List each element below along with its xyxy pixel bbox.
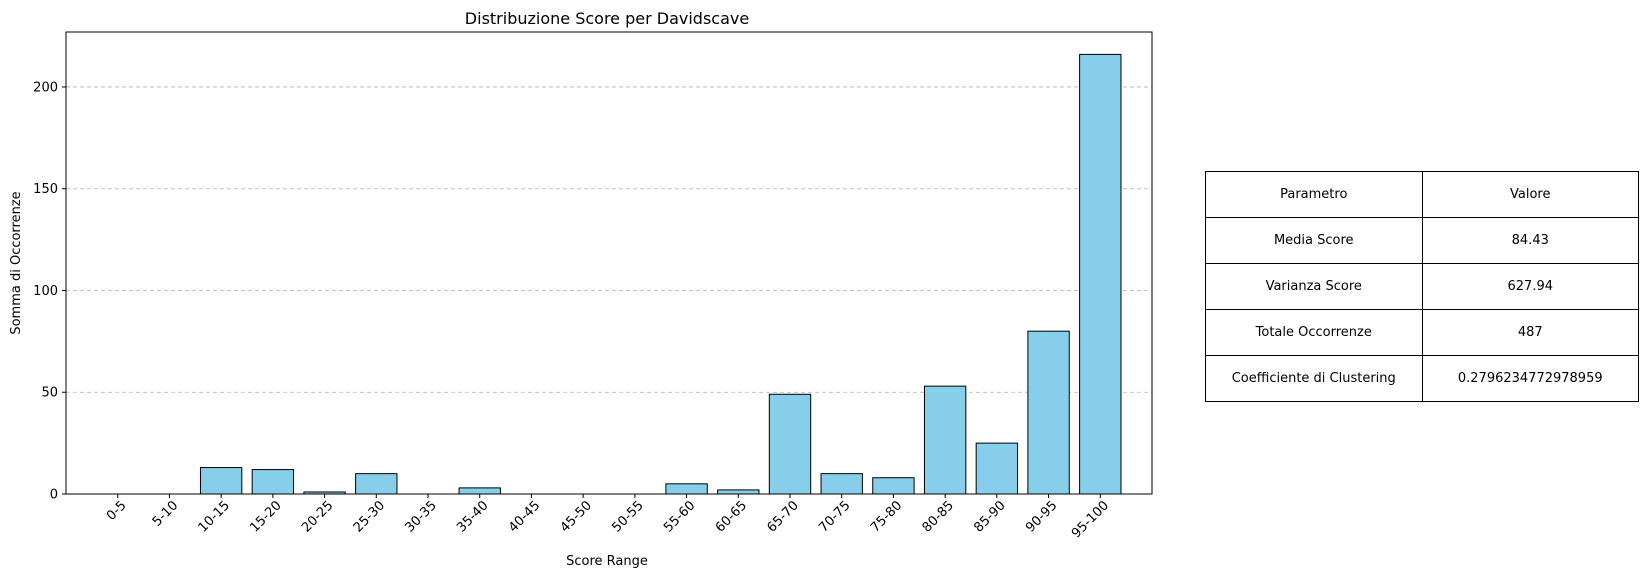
x-tick-label: 80-85 [920,498,957,535]
bar-90-95 [1027,330,1070,495]
y-axis-label: Somma di Occorrenze [9,191,24,334]
y-tick-label: 0 [50,488,58,503]
x-tick-label: 70-75 [816,498,853,535]
y-axis: 0 50 100 150 200 [33,80,66,503]
bar-chart: Distribuzione Score per Davidscave 0 50 10… [9,9,1153,569]
x-tick-label: 95-100 [1069,498,1112,541]
x-tick-label: 20-25 [299,498,336,535]
bar-95-100 [1079,53,1122,495]
table-row: Coefficiente di Clustering 0.279623477297… [1205,355,1639,402]
grid-lines [66,86,1152,393]
x-tick-label: 0-5 [104,498,130,524]
table-header-cell: Valore [1421,171,1639,218]
x-axis: 0-5 5-10 10-15 15-20 20-25 25-30 30-35 35-40 40-… [104,494,1112,541]
x-tick-label: 50-55 [609,498,646,535]
bar-series [199,53,1122,495]
parameter-cell: Media Score [1205,217,1423,264]
parameter-cell: Totale Occorrenze [1205,309,1423,356]
bar-35-40 [458,487,501,495]
table-row: Varianza Score 627.94 [1205,263,1639,310]
x-tick-label: 65-70 [765,498,802,535]
x-tick-label: 90-95 [1023,498,1060,535]
parameter-cell: Varianza Score [1205,263,1423,310]
x-tick-label: 60-65 [713,498,750,535]
x-axis-label: Score Range [566,554,648,569]
bar-75-80 [872,477,915,495]
x-tick-label: 30-35 [403,498,440,535]
plot-frame [65,31,1153,495]
x-tick-label: 85-90 [971,498,1008,535]
x-tick-label: 10-15 [196,498,233,535]
bar-85-90 [975,442,1019,495]
chart-title: Distribuzione Score per Davidscave [465,9,749,28]
table-header-cell: Parametro [1205,171,1423,218]
bar-65-70 [768,393,812,495]
value-cell: 84.43 [1421,217,1639,264]
y-tick-label: 150 [33,182,58,197]
value-cell: 487 [1421,309,1639,356]
bar-70-75 [820,473,863,495]
bar-15-20 [251,469,295,495]
x-tick-label: 25-30 [351,498,388,535]
y-tick-label: 200 [33,80,58,95]
x-tick-label: 15-20 [247,498,284,535]
bar-80-85 [923,385,967,495]
stats-table: Parametro Valore Media Score 84.43 Varianza … [1205,171,1639,402]
bar-10-15 [199,467,243,495]
y-tick-label: 100 [33,284,58,299]
parameter-cell: Coefficiente di Clustering [1205,355,1423,402]
table-row: Totale Occorrenze 487 [1205,309,1639,356]
x-tick-label: 35-40 [454,498,491,535]
table-row: Media Score 84.43 [1205,217,1639,264]
x-tick-label: 75-80 [868,498,905,535]
y-tick-label: 50 [41,386,58,401]
value-cell: 627.94 [1421,263,1639,310]
x-tick-label: 40-45 [506,498,543,535]
table-header-row: Parametro Valore [1205,171,1639,218]
x-tick-label: 5-10 [150,498,181,529]
value-cell: 0.2796234772978959 [1421,355,1639,402]
bar-25-30 [355,473,398,495]
bar-60-65 [717,489,760,495]
x-tick-label: 55-60 [661,498,698,535]
bar-55-60 [665,483,708,495]
x-tick-label: 45-50 [558,498,595,535]
